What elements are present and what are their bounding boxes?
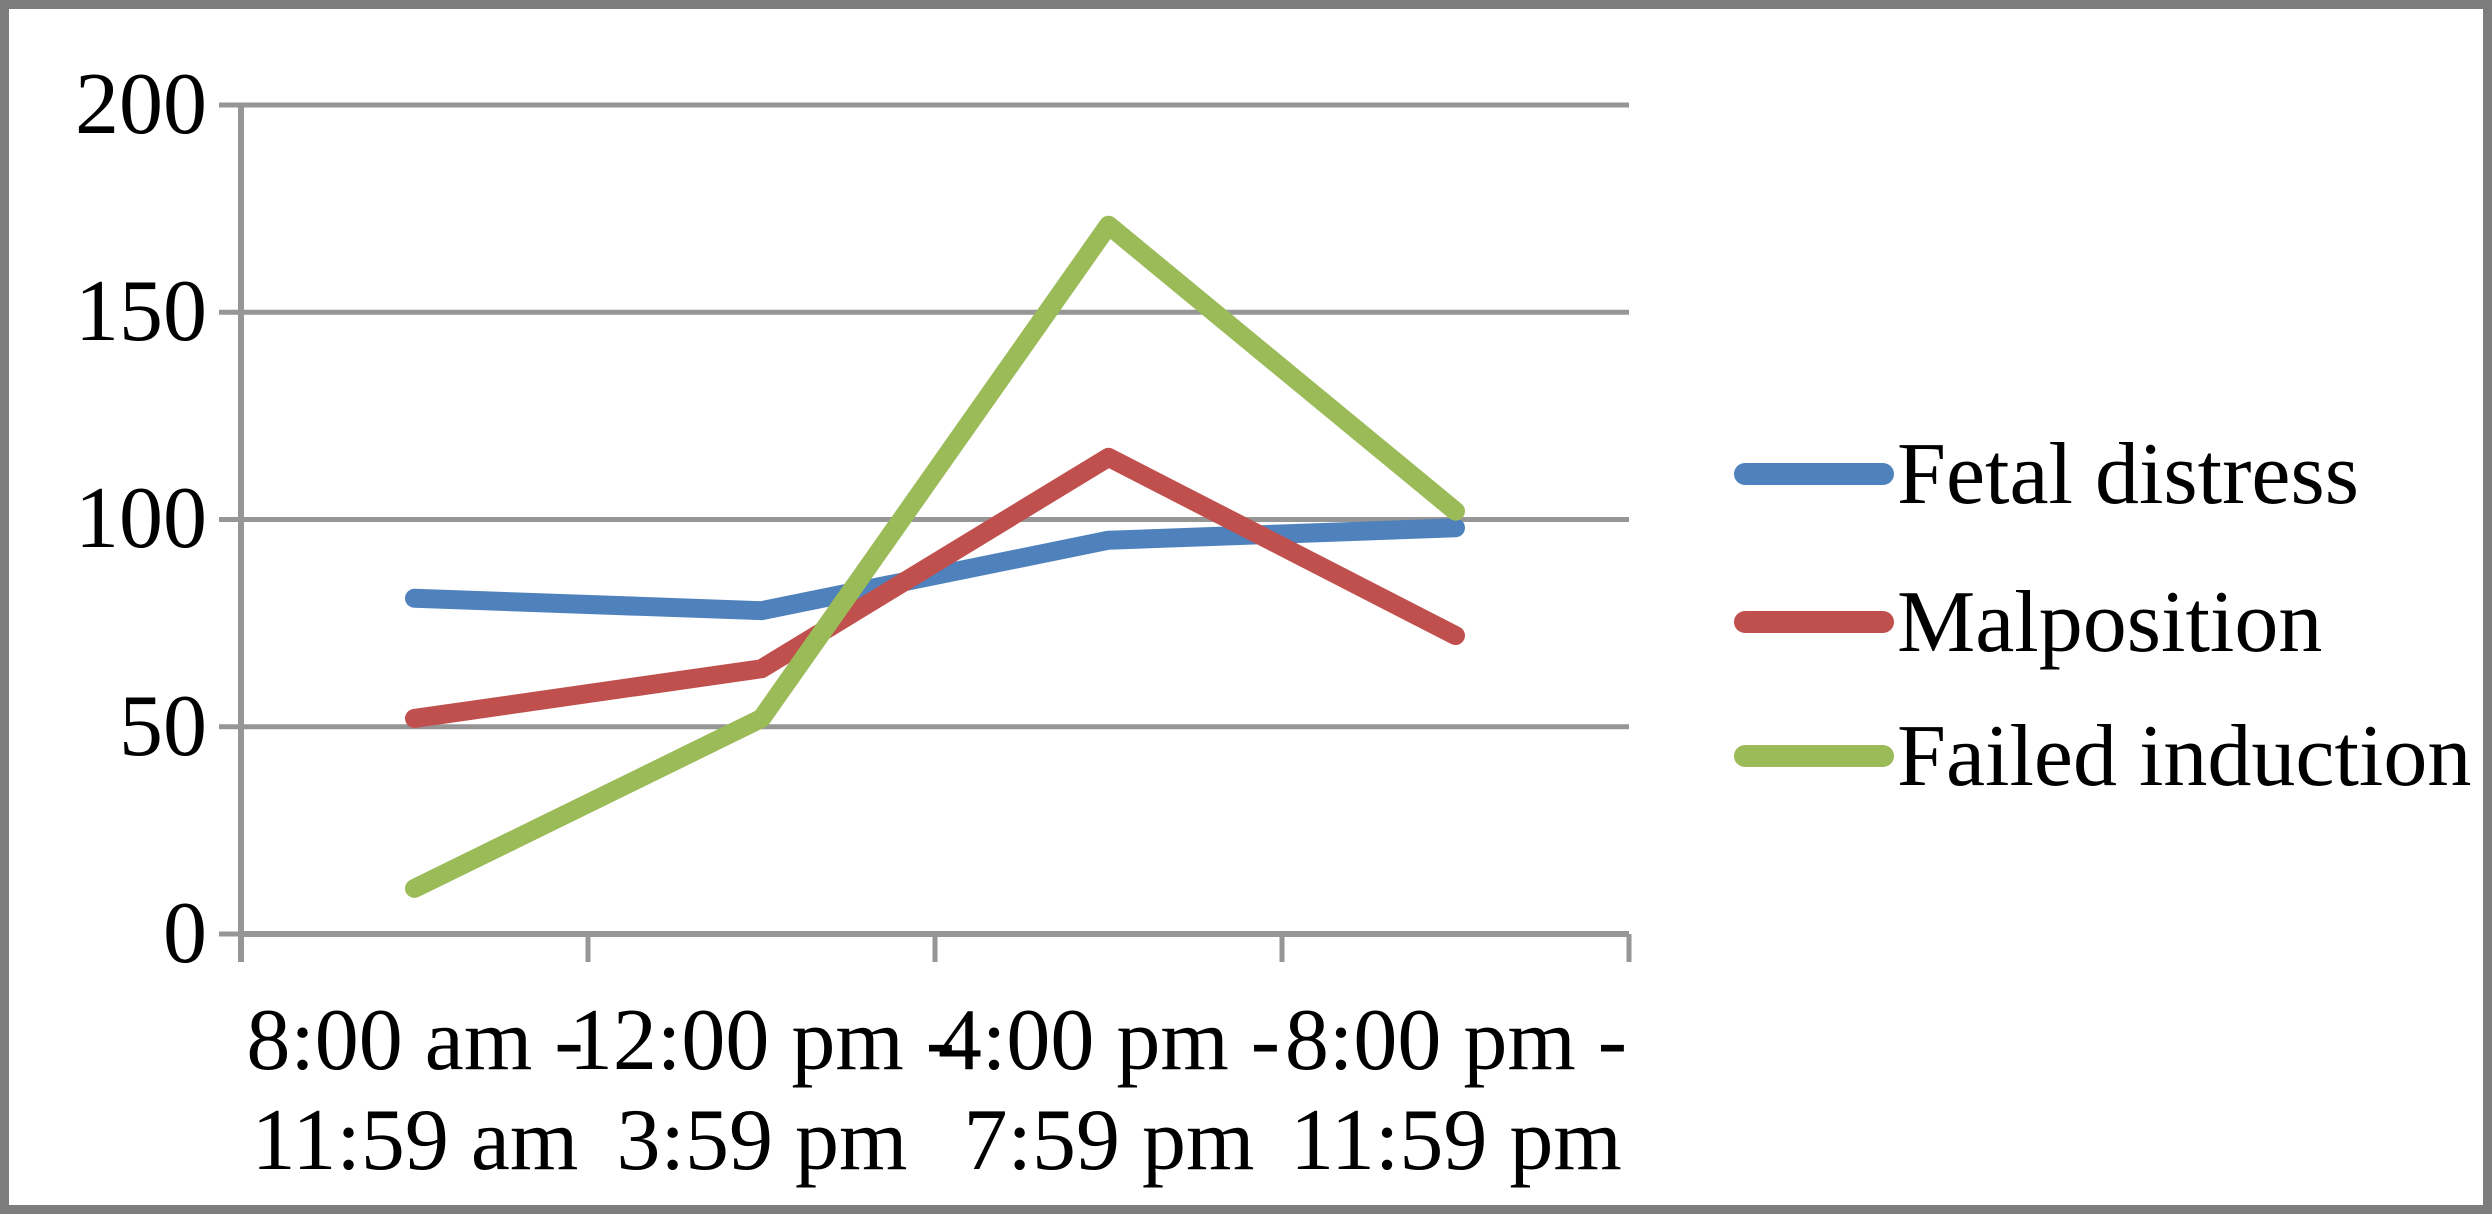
- x-axis-tick-label-line2: 11:59 am: [251, 1092, 579, 1189]
- x-axis-tick-label: 8:00 pm - 11:59 pm: [1216, 991, 1696, 1191]
- legend-swatch-failed-induction: [1734, 745, 1894, 767]
- x-axis-tick-label-line1: 12:00 pm -: [568, 992, 956, 1089]
- chart-canvas: [219, 102, 1632, 962]
- y-axis-tick-label: 200: [75, 56, 207, 153]
- x-axis-tick-label: 8:00 am - 11:59 am: [175, 991, 655, 1191]
- x-axis-tick-label: 4:00 pm - 7:59 pm: [869, 991, 1349, 1191]
- series-line-failed-induction: [405, 215, 1465, 898]
- y-axis-tick-label: 100: [75, 470, 207, 567]
- legend-item-fetal-distress: Fetal distress: [1734, 419, 2359, 529]
- legend-label: Failed induction: [1897, 707, 2472, 805]
- x-axis-tick-label-line1: 4:00 pm -: [937, 992, 1281, 1089]
- x-axis-tick-label: 12:00 pm - 3:59 pm: [522, 991, 1002, 1191]
- legend-label: Malposition: [1897, 573, 2323, 671]
- series-line-fetal-distress: [405, 518, 1465, 621]
- legend-swatch-fetal-distress: [1734, 463, 1894, 485]
- x-axis-tick-label-line2: 11:59 pm: [1290, 1092, 1622, 1189]
- x-axis-tick-label-line2: 3:59 pm: [616, 1092, 908, 1189]
- x-axis-tick-label-line2: 7:59 pm: [963, 1092, 1255, 1189]
- y-axis-tick-label: 50: [119, 678, 207, 775]
- series-line-malposition: [405, 447, 1465, 728]
- y-axis-tick-label: 150: [75, 263, 207, 360]
- x-axis-tick-label-line1: 8:00 am -: [246, 992, 584, 1089]
- y-axis-tick-label: 0: [163, 885, 207, 982]
- legend-swatch-malposition: [1734, 611, 1894, 633]
- x-axis-tick-label-line1: 8:00 pm -: [1284, 992, 1628, 1089]
- legend-label: Fetal distress: [1897, 425, 2359, 523]
- legend: Fetal distress Malposition Failed induct…: [1734, 9, 2492, 1223]
- legend-item-failed-induction: Failed induction: [1734, 701, 2471, 811]
- legend-item-malposition: Malposition: [1734, 567, 2322, 677]
